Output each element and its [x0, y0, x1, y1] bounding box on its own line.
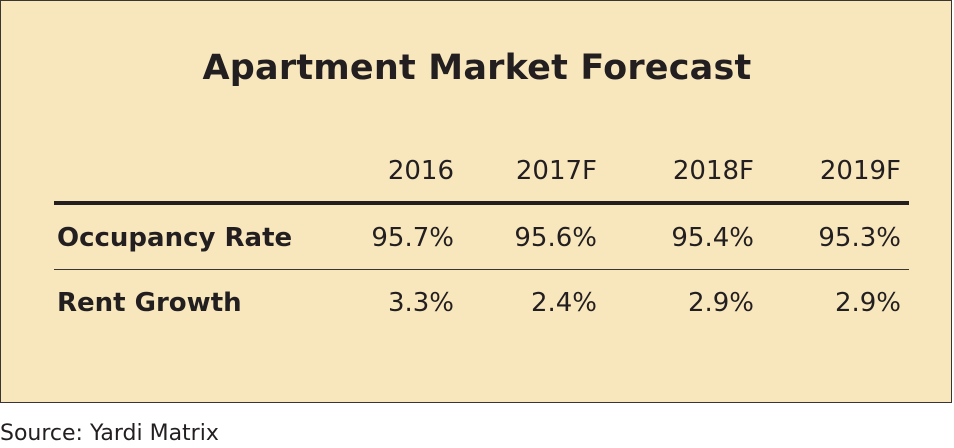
- chart-title: Apartment Market Forecast: [202, 48, 752, 88]
- row-label-rent-growth: Rent Growth: [57, 288, 242, 318]
- column-header-2016: 2016: [387, 156, 454, 186]
- row-label-occupancy-rate: Occupancy Rate: [57, 223, 293, 253]
- column-header-2017f: 2017F: [515, 156, 597, 186]
- table-cell-rent-growth-2019f: 2.9%: [834, 288, 901, 318]
- table-cell-rent-growth-2018f: 2.9%: [687, 288, 754, 318]
- source-note: Source: Yardi Matrix: [0, 421, 219, 446]
- table-cell-occupancy-2018f: 95.4%: [671, 223, 754, 253]
- table-cell-occupancy-2016: 95.7%: [371, 223, 454, 253]
- table-header-row: 2016 2017F 2018F 2019F: [54, 151, 909, 205]
- table-cell-rent-growth-2017f: 2.4%: [530, 288, 597, 318]
- forecast-panel: Apartment Market Forecast 2016 2017F 201…: [0, 0, 952, 403]
- table-cell-occupancy-2019f: 95.3%: [818, 223, 901, 253]
- column-header-2019f: 2019F: [819, 156, 901, 186]
- column-header-2018f: 2018F: [672, 156, 754, 186]
- table-cell-rent-growth-2016: 3.3%: [387, 288, 454, 318]
- table-row-occupancy-rate: Occupancy Rate 95.7% 95.6% 95.4% 95.3%: [54, 205, 909, 270]
- table-cell-occupancy-2017f: 95.6%: [514, 223, 597, 253]
- table-row-rent-growth: Rent Growth 3.3% 2.4% 2.9% 2.9%: [54, 270, 909, 334]
